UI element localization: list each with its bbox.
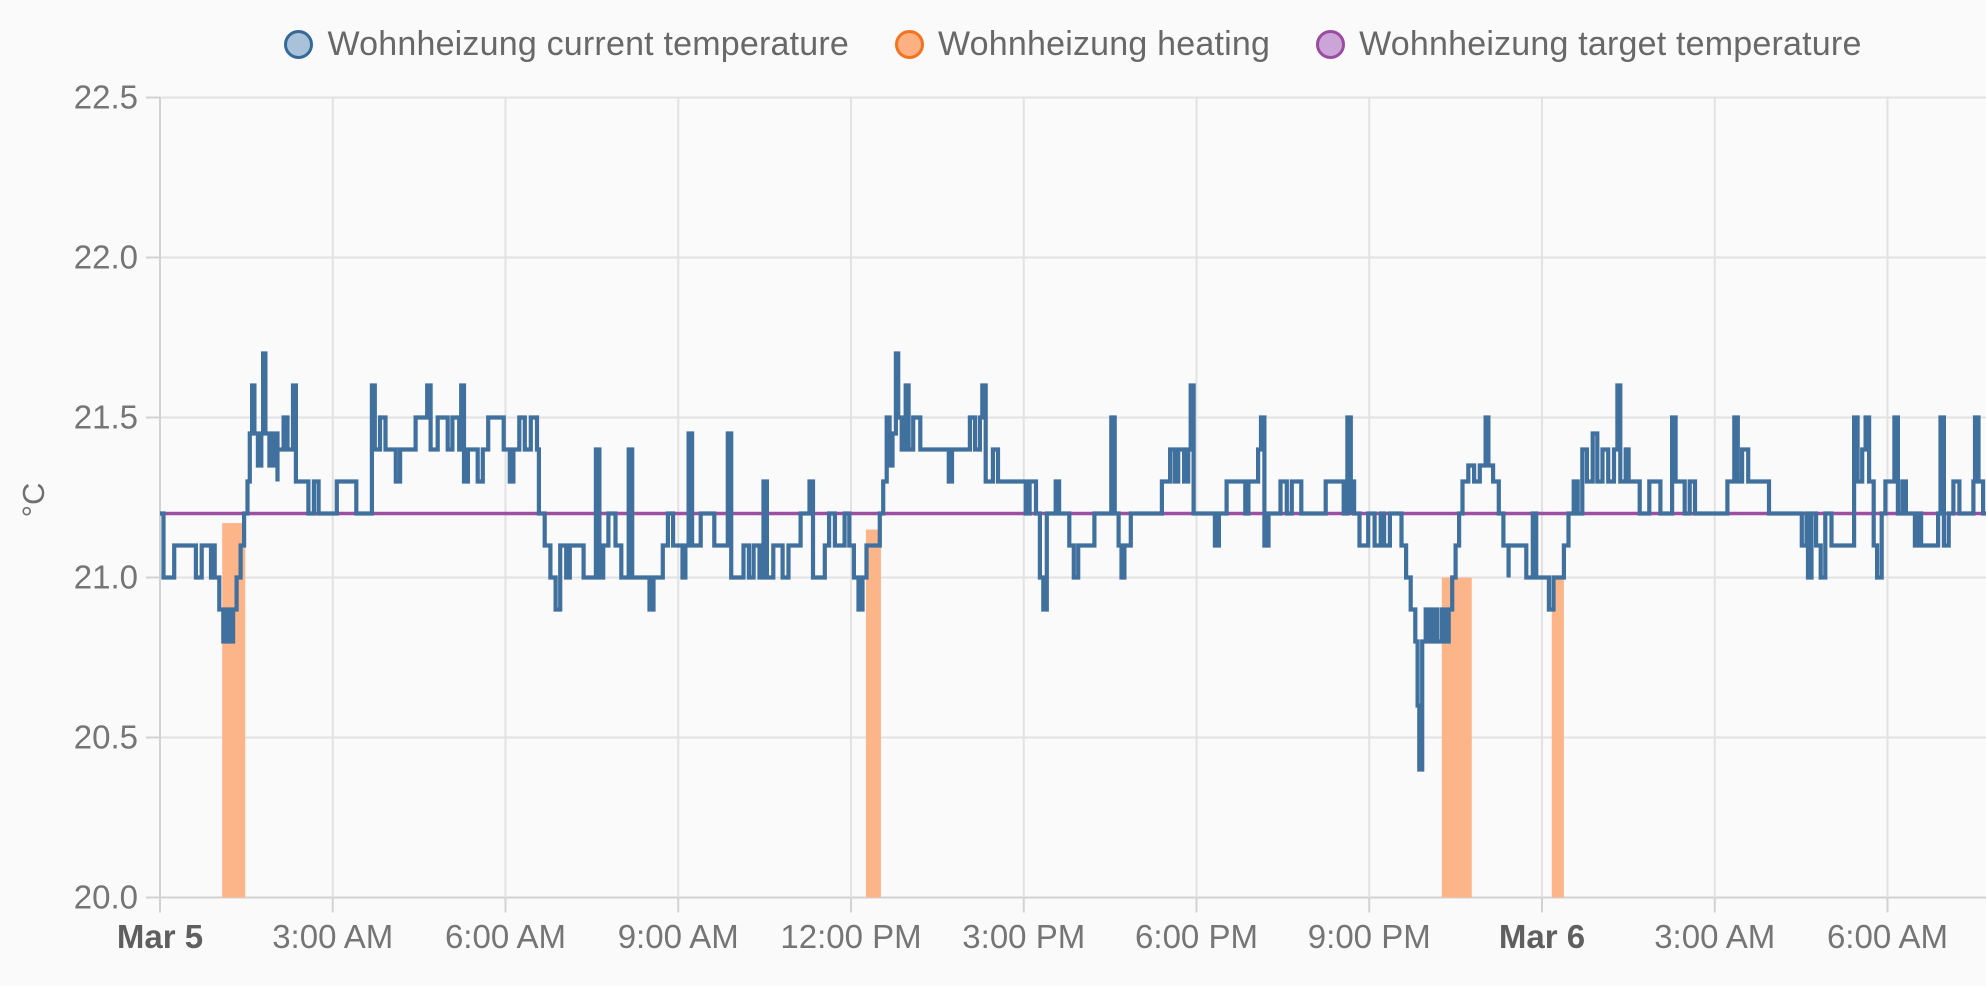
y-tick-label: 20.0 bbox=[74, 879, 138, 916]
x-tick-label: 9:00 PM bbox=[1308, 918, 1431, 955]
legend-label-current-temperature: Wohnheizung current temperature bbox=[327, 24, 849, 63]
legend-item-current-temperature[interactable]: Wohnheizung current temperature bbox=[284, 25, 849, 64]
x-tick-label: 3:00 AM bbox=[272, 918, 393, 955]
heating-bar bbox=[1551, 577, 1564, 898]
y-tick-label: 20.5 bbox=[74, 719, 138, 756]
legend-label-heating: Wohnheizung heating bbox=[937, 24, 1271, 63]
chart-legend: Wohnheizung current temperature Wohnheiz… bbox=[160, 20, 1986, 68]
x-tick-label: 6:00 AM bbox=[445, 918, 566, 955]
x-tick-label: Mar 5 bbox=[117, 918, 203, 955]
y-tick-label: 21.0 bbox=[74, 559, 138, 596]
y-tick-label: 21.5 bbox=[74, 399, 138, 436]
x-tick-label: 6:00 AM bbox=[1827, 918, 1948, 955]
legend-item-target-temperature[interactable]: Wohnheizung target temperature bbox=[1316, 25, 1861, 64]
current-temperature-marker-icon bbox=[284, 29, 314, 59]
x-tick-label: 12:00 PM bbox=[780, 918, 921, 955]
legend-item-heating[interactable]: Wohnheizung heating bbox=[894, 24, 1271, 64]
heating-bar bbox=[865, 529, 881, 898]
x-tick-label: 9:00 AM bbox=[618, 918, 739, 955]
y-tick-label: 22.5 bbox=[74, 79, 138, 116]
x-tick-label: 3:00 AM bbox=[1654, 918, 1775, 955]
y-axis-unit-label: °C bbox=[16, 483, 51, 518]
x-tick-label: 6:00 PM bbox=[1135, 918, 1258, 955]
x-tick-label: Mar 6 bbox=[1499, 918, 1585, 955]
current-temperature-line bbox=[160, 351, 1986, 772]
legend-label-target-temperature: Wohnheizung target temperature bbox=[1359, 24, 1862, 63]
y-tick-label: 22.0 bbox=[74, 239, 138, 276]
heating-marker-icon bbox=[894, 29, 924, 59]
x-tick-label: 3:00 PM bbox=[962, 918, 1085, 955]
target-temperature-marker-icon bbox=[1316, 29, 1346, 59]
